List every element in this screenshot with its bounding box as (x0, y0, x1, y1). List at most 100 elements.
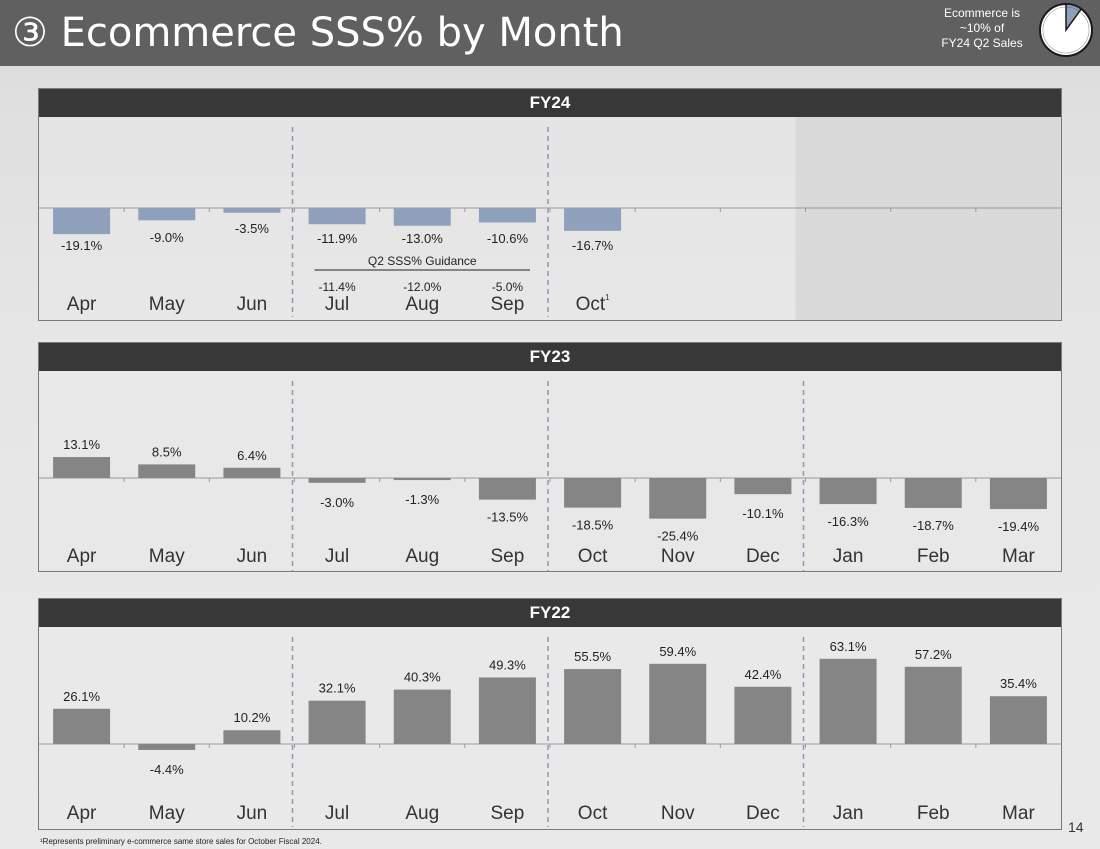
guidance-value: -5.0% (492, 280, 524, 294)
month-label: Oct (578, 803, 608, 824)
bar-fy22-Oct (564, 669, 622, 744)
value-label: 63.1% (830, 639, 867, 654)
value-label: 40.3% (404, 670, 441, 685)
value-label: 35.4% (1000, 676, 1037, 691)
value-label: -1.3% (405, 492, 439, 507)
bar-fy24-May (138, 208, 196, 221)
fy23-panel: FY23 13.1% Apr 8.5% May 6.4% Jun -3.0% Jul -1.3%… (38, 342, 1062, 572)
value-label: -11.9% (317, 231, 358, 246)
footnote: ¹Represents preliminary e-commerce same … (40, 837, 322, 846)
fy22-chart: 26.1% Apr -4.4% May 10.2% Jun 32.1% Jul 40.3% Aug… (39, 637, 1061, 827)
month-label: Apr (67, 294, 97, 315)
value-label: -13.5% (487, 510, 529, 525)
note-line-1: Ecommerce is (943, 6, 1020, 20)
bar-fy22-Apr (53, 708, 111, 744)
share-pie-slice (1065, 3, 1083, 33)
month-label: Sep (491, 803, 525, 824)
fy24-panel-title: FY24 (39, 89, 1061, 117)
future-months-shade (795, 117, 1061, 320)
value-label: -10.6% (487, 231, 529, 246)
bar-fy23-Sep (478, 478, 536, 500)
fy22-panel: FY22 26.1% Apr -4.4% May 10.2% Jun 32.1% Jul 40.… (38, 598, 1062, 830)
month-label: May (149, 803, 185, 824)
guidance-value: -11.4% (319, 280, 356, 294)
value-label: -16.7% (572, 238, 614, 253)
fy24-chart: -19.1% Apr -9.0% May -3.5% Jun -11.9% Jul -13.0%… (39, 117, 1061, 320)
fy22-panel-title: FY22 (39, 599, 1061, 627)
title-bar: ③ Ecommerce SSS% by Month Ecommerce is ~… (0, 0, 1100, 66)
bar-fy24-Oct (564, 208, 622, 231)
bar-fy22-Jan (819, 658, 877, 744)
month-label: Jun (237, 546, 268, 567)
note-line-2: ~10% of (959, 21, 1005, 35)
bar-fy23-Aug (393, 478, 451, 481)
bar-fy22-Nov (649, 663, 707, 744)
month-label: May (149, 294, 185, 315)
value-label: 13.1% (63, 437, 100, 452)
page-number: 14 (1068, 819, 1084, 835)
month-label: Jan (833, 546, 864, 567)
share-pie-icon (1037, 1, 1095, 59)
month-label: Sep (491, 294, 525, 315)
month-label: Aug (405, 546, 439, 567)
month-label: Oct (578, 546, 608, 567)
bar-fy23-Oct (564, 478, 622, 508)
value-label: 55.5% (574, 649, 611, 664)
month-label: Jul (325, 546, 349, 567)
value-label: -3.0% (320, 495, 354, 510)
guidance-label: Q2 SSS% Guidance (368, 254, 477, 268)
bar-fy23-May (138, 464, 196, 478)
note-line-3: FY24 Q2 Sales (941, 36, 1023, 50)
bar-fy22-Jun (223, 730, 281, 744)
value-label: -10.1% (742, 506, 784, 521)
month-label: Feb (917, 803, 950, 824)
month-label: May (149, 546, 185, 567)
value-label: -19.1% (61, 238, 103, 253)
share-pie-inner (1042, 6, 1090, 54)
bar-fy22-Sep (478, 677, 536, 744)
value-label: 57.2% (915, 647, 952, 662)
month-label: Aug (405, 803, 439, 824)
month-label: Sep (491, 546, 525, 567)
bar-fy24-Sep (478, 208, 536, 223)
bar-fy24-Jul (308, 208, 366, 225)
bar-fy22-May (138, 744, 196, 750)
bar-fy23-Jan (819, 478, 877, 505)
bar-fy24-Jun (223, 208, 281, 213)
footnote-marker: 1 (605, 293, 610, 302)
bar-fy23-Nov (649, 478, 707, 519)
value-label: -9.0% (150, 230, 184, 245)
bar-fy22-Aug (393, 689, 451, 744)
bar-fy23-Dec (734, 478, 792, 495)
value-label: -19.4% (998, 519, 1040, 534)
month-label: Dec (746, 546, 780, 567)
month-label: Jun (237, 294, 268, 315)
bar-fy22-Mar (989, 696, 1047, 744)
month-label: Nov (661, 546, 695, 567)
value-label: 10.2% (233, 710, 270, 725)
bar-fy22-Feb (904, 666, 962, 744)
bar-fy23-Mar (989, 478, 1047, 510)
page-title: ③ Ecommerce SSS% by Month (12, 10, 624, 56)
value-label: -13.0% (402, 231, 444, 246)
month-label: Jul (325, 803, 349, 824)
bar-fy22-Jul (308, 700, 366, 744)
value-label: -25.4% (657, 529, 699, 544)
month-label: Mar (1002, 546, 1035, 567)
bar-fy23-Jun (223, 467, 281, 478)
bar-fy22-Dec (734, 686, 792, 744)
value-label: 42.4% (744, 667, 781, 682)
month-label: Dec (746, 803, 780, 824)
value-label: 26.1% (63, 689, 100, 704)
value-label: 6.4% (237, 448, 267, 463)
value-label: -3.5% (235, 221, 269, 236)
value-label: -18.7% (913, 518, 955, 533)
value-label: -4.4% (150, 762, 184, 777)
bar-fy23-Apr (53, 457, 111, 478)
bar-fy23-Feb (904, 478, 962, 508)
value-label: 59.4% (659, 644, 696, 659)
month-label: Apr (67, 803, 97, 824)
month-label: Jun (237, 803, 268, 824)
month-label: Feb (917, 546, 950, 567)
ecommerce-share-note: Ecommerce is ~10% of FY24 Q2 Sales (930, 6, 1034, 51)
